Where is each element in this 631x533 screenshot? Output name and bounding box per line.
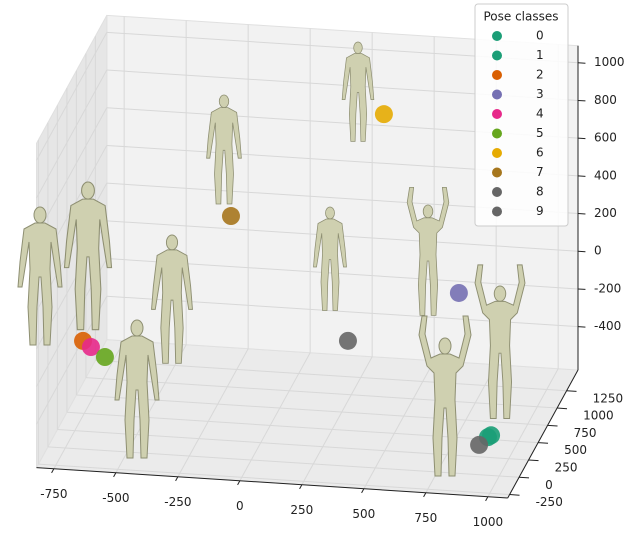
legend-marker bbox=[492, 167, 502, 178]
z-tick-label: 400 bbox=[594, 168, 617, 182]
tick-mark bbox=[538, 442, 549, 444]
legend-label: 9 bbox=[536, 204, 544, 218]
legend-marker bbox=[492, 109, 502, 119]
point bbox=[482, 426, 501, 445]
legend-label: 1 bbox=[536, 48, 544, 62]
point bbox=[449, 283, 468, 302]
x-tick-label: 250 bbox=[290, 503, 313, 517]
grid-line bbox=[36, 32, 108, 161]
z-tick-label: -200 bbox=[594, 281, 621, 295]
y-tick-label: 250 bbox=[555, 460, 578, 474]
tick-mark bbox=[113, 472, 117, 478]
legend-label: 6 bbox=[536, 146, 544, 160]
x-tick-label: 0 bbox=[236, 499, 244, 513]
tick-mark bbox=[547, 424, 558, 427]
legend: Pose classes 0 1 2 3 4 5 6 7 8 9 bbox=[474, 3, 569, 227]
y-axis-line bbox=[507, 369, 579, 499]
point bbox=[374, 105, 393, 124]
tick-mark bbox=[566, 390, 577, 392]
y-tick-label: 500 bbox=[564, 443, 587, 457]
tick-mark bbox=[557, 407, 568, 410]
z-tick-label: 1000 bbox=[594, 55, 625, 69]
x-tick-label: -750 bbox=[40, 487, 67, 501]
x-tick-label: -250 bbox=[164, 495, 191, 509]
legend-marker bbox=[492, 187, 502, 197]
z-tick-label: 600 bbox=[594, 131, 617, 145]
grid-line bbox=[487, 368, 559, 497]
point bbox=[470, 435, 489, 454]
grid-line bbox=[36, 107, 108, 237]
y-tick-label: 750 bbox=[574, 426, 597, 440]
grid-line bbox=[177, 348, 249, 477]
legend-label: 0 bbox=[536, 29, 544, 43]
grid-line bbox=[53, 340, 125, 469]
x-tick-label: 500 bbox=[352, 507, 375, 521]
legend-label: 3 bbox=[536, 87, 544, 101]
x-tick-label: 1000 bbox=[473, 515, 504, 529]
grid-line bbox=[363, 360, 435, 489]
tick-mark bbox=[509, 494, 520, 496]
y-tick-label: 1250 bbox=[593, 391, 624, 405]
y-tick-label: 1000 bbox=[583, 409, 614, 423]
legend-label: 7 bbox=[536, 165, 544, 179]
x-tick-label: 750 bbox=[414, 511, 437, 525]
z-tick-label: 800 bbox=[594, 93, 617, 107]
z-tick-label: 0 bbox=[594, 244, 602, 258]
z-tick-label: -400 bbox=[594, 319, 621, 333]
legend-label: 5 bbox=[536, 126, 544, 140]
grid-line bbox=[301, 356, 373, 485]
points bbox=[74, 105, 501, 454]
x-axis-line bbox=[36, 467, 508, 499]
tick-mark bbox=[485, 496, 489, 502]
legend-label: 2 bbox=[536, 68, 544, 82]
point bbox=[338, 331, 357, 350]
legend-marker bbox=[492, 31, 502, 41]
legend-marker bbox=[492, 148, 502, 158]
tick-mark bbox=[519, 476, 530, 479]
legend-box bbox=[474, 3, 569, 227]
legend-marker bbox=[492, 206, 502, 217]
tick-mark bbox=[299, 484, 303, 490]
point bbox=[221, 207, 240, 226]
tick-mark bbox=[175, 476, 179, 482]
legend-title: Pose classes bbox=[483, 10, 558, 24]
legend-marker bbox=[492, 50, 502, 61]
point bbox=[95, 348, 114, 367]
grid-line bbox=[38, 463, 510, 496]
legend-label: 4 bbox=[536, 107, 544, 121]
tick-mark bbox=[361, 488, 365, 494]
grid-line bbox=[85, 377, 558, 409]
grid-line bbox=[95, 359, 567, 392]
legend-marker bbox=[492, 70, 502, 80]
legend-marker bbox=[492, 89, 502, 100]
point bbox=[81, 338, 100, 357]
grid-line bbox=[36, 69, 108, 199]
legend-label: 8 bbox=[536, 185, 544, 199]
grid-line bbox=[239, 352, 311, 481]
tick-mark bbox=[423, 492, 427, 498]
z-tick-label: 200 bbox=[594, 206, 617, 220]
tick-mark bbox=[51, 468, 55, 474]
x-tick-label: -500 bbox=[102, 491, 129, 505]
legend-marker bbox=[492, 128, 502, 139]
y-tick-label: 0 bbox=[545, 478, 553, 492]
tick-mark bbox=[528, 459, 539, 462]
y-tick-label: -250 bbox=[536, 495, 563, 509]
tick-mark bbox=[237, 480, 241, 486]
